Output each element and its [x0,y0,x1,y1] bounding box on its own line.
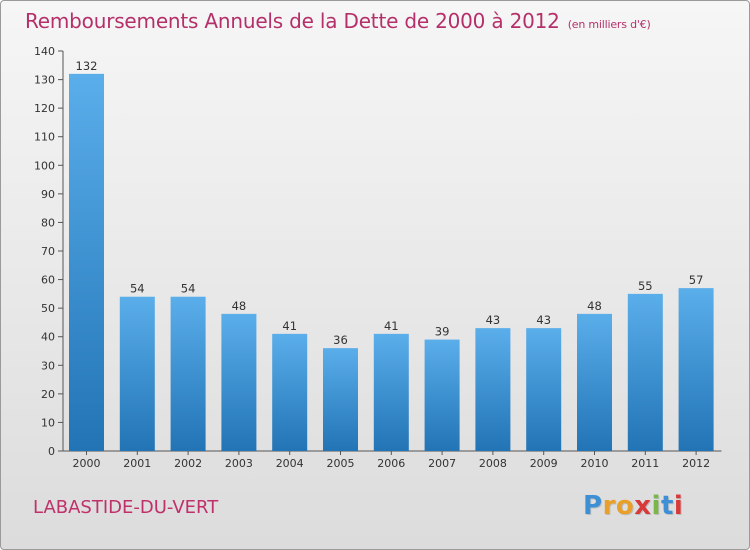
logo-letter: r [602,491,616,521]
y-tick-label: 50 [41,302,55,315]
data-label: 54 [130,282,145,296]
proxiti-logo: Proxiti [583,491,683,521]
labels: 2000 132 2001 54 2002 54 2003 48 2004 41 2005 36 200… [73,59,711,470]
logo-letter: x [634,491,652,521]
bars [69,73,714,451]
y-tick-label: 0 [48,445,55,458]
y-tick-label: 100 [34,159,55,172]
data-label: 57 [689,273,704,287]
chart-title: Remboursements Annuels de la Dette de 20… [25,9,651,33]
data-label: 41 [384,319,399,333]
x-tick-label: 2005 [327,457,355,470]
y-tick-label: 120 [34,102,55,115]
y-tick-label: 20 [41,388,55,401]
axes: 0 10 20 30 40 50 60 70 80 90 100 110 120 130 140 [34,45,722,458]
y-tick-label: 10 [41,416,55,429]
bar [323,348,358,451]
bar [272,333,308,451]
data-label: 48 [587,299,602,313]
y-tick-label: 110 [34,131,55,144]
bar [627,293,663,451]
y-tick-label: 140 [34,45,55,58]
chart-unit: (en milliers d'€) [567,18,651,31]
logo-letter: P [583,491,603,521]
data-label: 41 [282,319,297,333]
logo-letter: o [615,491,635,521]
bar [678,288,714,451]
bar [424,339,460,451]
bar [69,73,104,451]
y-tick-label: 130 [34,74,55,87]
data-label: 43 [536,313,551,327]
y-tick-label: 80 [41,216,55,229]
x-tick-label: 2001 [123,457,151,470]
bar [170,296,206,451]
logo-letter: i [673,491,684,521]
x-tick-label: 2011 [631,457,659,470]
y-tick-label: 30 [41,359,55,372]
logo-letter: i [651,491,661,521]
bar [119,296,155,451]
x-tick-label: 2006 [377,457,405,470]
data-label: 132 [76,59,98,73]
y-tick-label: 70 [41,245,55,258]
data-label: 48 [232,299,247,313]
data-label: 43 [486,313,501,327]
x-tick-label: 2012 [682,457,710,470]
bar [475,328,511,451]
bar [577,313,612,451]
x-tick-label: 2007 [428,457,456,470]
x-tick-label: 2004 [276,457,304,470]
data-label: 39 [435,325,450,339]
x-tick-label: 2010 [581,457,609,470]
logo-letter: t [660,491,674,521]
x-tick-label: 2008 [479,457,507,470]
y-tick-label: 90 [41,188,55,201]
y-tick-label: 60 [41,274,55,287]
x-tick-label: 2000 [73,457,101,470]
bar [373,333,409,451]
chart-title-text: Remboursements Annuels de la Dette de 20… [25,9,560,33]
x-tick-label: 2003 [225,457,253,470]
bar [526,328,562,451]
data-label: 55 [638,279,653,293]
data-label: 36 [333,333,348,347]
bar [221,313,257,451]
commune-name: LABASTIDE-DU-VERT [33,497,219,518]
data-label: 54 [181,282,196,296]
x-tick-label: 2002 [174,457,202,470]
x-tick-label: 2009 [530,457,558,470]
y-tick-label: 40 [41,331,55,344]
